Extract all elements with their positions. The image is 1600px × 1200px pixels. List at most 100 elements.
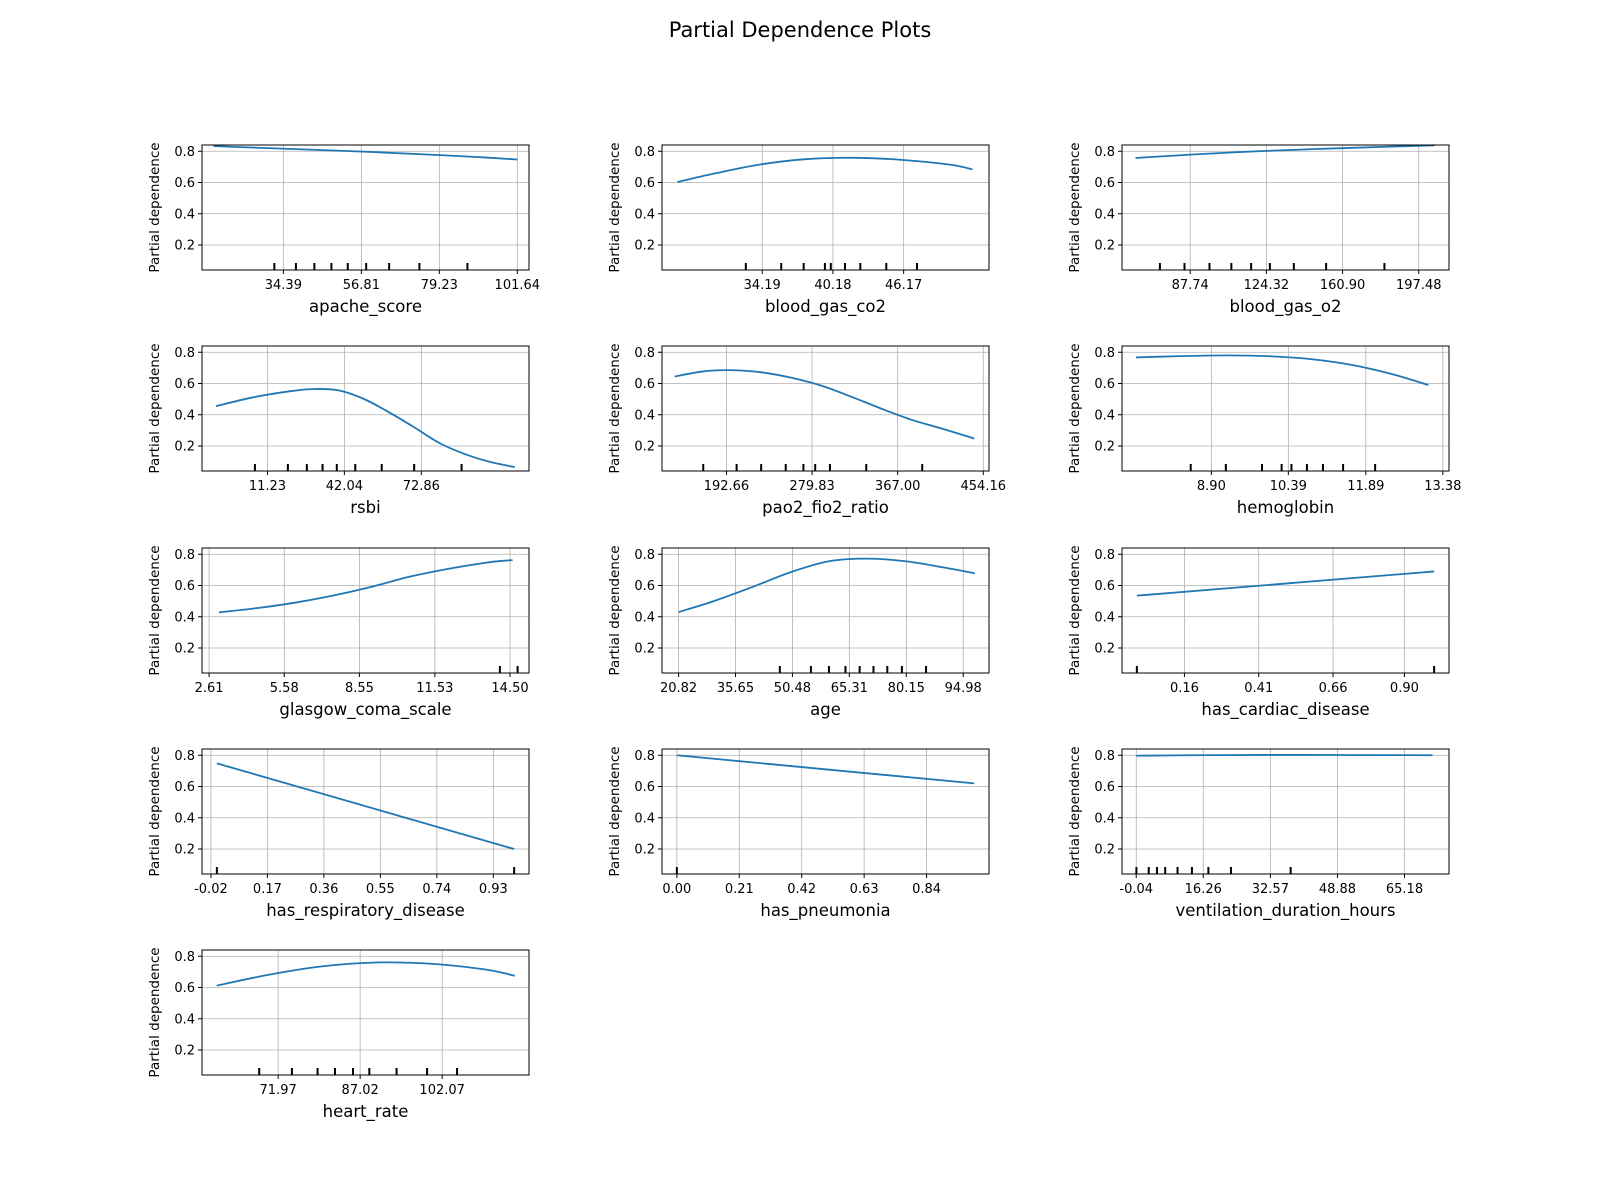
y-axis-label: Partial dependence xyxy=(1067,142,1083,272)
y-tick-label: 0.4 xyxy=(1094,207,1115,222)
y-axis-label: Partial dependence xyxy=(147,545,163,675)
subplot-glasgow_coma_scale: 0.2 0.4 0.6 0.8 2.61 5.58 8.55 11.53 14.50 glasgo… xyxy=(147,545,530,720)
x-tick-label: 8.55 xyxy=(345,681,374,696)
pd-line-age xyxy=(678,557,975,613)
y-tick-label: 0.4 xyxy=(174,207,195,222)
axes-frame xyxy=(201,949,530,1076)
x-tick-label: 87.02 xyxy=(342,1083,379,1098)
x-tick-label: 11.53 xyxy=(416,681,453,696)
x-axis-label: heart_rate xyxy=(323,1102,409,1122)
y-tick-label: 0.2 xyxy=(1094,239,1115,254)
x-axis-label: apache_score xyxy=(309,297,422,317)
x-tick-label: 0.74 xyxy=(422,882,451,897)
figure-title: Partial Dependence Plots xyxy=(668,18,932,42)
x-tick-label: 101.64 xyxy=(495,278,541,293)
subplot-blood_gas_o2: 0.2 0.4 0.6 0.8 87.74 124.32 160.90 197.48 blood… xyxy=(1067,142,1450,317)
y-tick-label: 0.2 xyxy=(634,642,655,657)
subplot-blood_gas_co2: 0.2 0.4 0.6 0.8 34.19 40.18 46.17 blood_gas_co2… xyxy=(607,142,990,317)
y-axis-label: Partial dependence xyxy=(147,746,163,876)
y-tick-label: 0.4 xyxy=(1094,811,1115,826)
subplot-pao2_fio2_ratio: 0.2 0.4 0.6 0.8 192.66 279.83 367.00 454.16 pao2… xyxy=(607,343,1006,518)
x-tick-label: 192.66 xyxy=(704,479,750,494)
x-tick-label: 124.32 xyxy=(1244,278,1290,293)
axes-frame xyxy=(201,144,530,271)
x-tick-label: 35.65 xyxy=(717,681,754,696)
x-axis-label: age xyxy=(810,700,841,719)
pd-line-blood_gas_o2 xyxy=(1135,144,1435,159)
x-tick-label: 0.21 xyxy=(725,882,754,897)
subplot-rsbi: 0.2 0.4 0.6 0.8 11.23 42.04 72.86 rsbi Partial d… xyxy=(147,343,530,517)
x-tick-label: 197.48 xyxy=(1396,278,1442,293)
x-tick-label: 42.04 xyxy=(326,479,363,494)
y-tick-label: 0.2 xyxy=(174,843,195,858)
x-tick-label: 0.17 xyxy=(253,882,282,897)
subplot-heart_rate: 0.2 0.4 0.6 0.8 71.97 87.02 102.07 heart_rate Pa… xyxy=(147,947,530,1122)
y-tick-label: 0.8 xyxy=(634,548,655,563)
y-axis-label: Partial dependence xyxy=(147,142,163,272)
y-axis-label: Partial dependence xyxy=(147,947,163,1077)
x-tick-label: 80.15 xyxy=(888,681,925,696)
x-tick-label: 65.18 xyxy=(1386,882,1423,897)
y-tick-label: 0.4 xyxy=(634,207,655,222)
x-tick-label: 0.84 xyxy=(912,882,941,897)
y-tick-label: 0.8 xyxy=(1094,548,1115,563)
x-tick-label: 0.16 xyxy=(1170,681,1199,696)
x-tick-label: 0.41 xyxy=(1244,681,1273,696)
pd-line-has_pneumonia xyxy=(676,754,975,785)
axes-frame xyxy=(1121,547,1450,674)
pd-line-has_respiratory_disease xyxy=(216,762,515,850)
y-tick-label: 0.2 xyxy=(174,440,195,455)
x-tick-label: 71.97 xyxy=(260,1083,297,1098)
x-tick-label: 48.88 xyxy=(1319,882,1356,897)
y-tick-label: 0.6 xyxy=(634,176,655,191)
y-tick-label: 0.2 xyxy=(1094,642,1115,657)
x-axis-label: glasgow_coma_scale xyxy=(279,700,451,720)
x-axis-label: pao2_fio2_ratio xyxy=(762,498,889,518)
y-axis-label: Partial dependence xyxy=(1067,343,1083,473)
x-tick-label: 454.16 xyxy=(961,479,1007,494)
y-axis-label: Partial dependence xyxy=(1067,746,1083,876)
y-tick-label: 0.8 xyxy=(634,145,655,160)
y-tick-label: 0.2 xyxy=(1094,843,1115,858)
pd-line-pao2_fio2_ratio xyxy=(674,369,975,440)
x-tick-label: 65.31 xyxy=(831,681,868,696)
pd-line-has_cardiac_disease xyxy=(1136,570,1435,597)
x-tick-label: 11.89 xyxy=(1347,479,1384,494)
x-axis-label: has_respiratory_disease xyxy=(266,901,465,921)
x-tick-label: 72.86 xyxy=(403,479,440,494)
x-tick-label: 0.90 xyxy=(1390,681,1419,696)
subplot-apache_score: 0.2 0.4 0.6 0.8 34.39 56.81 79.23 101.64 apache_… xyxy=(147,142,540,317)
y-axis-label: Partial dependence xyxy=(147,343,163,473)
y-tick-label: 0.6 xyxy=(1094,176,1115,191)
subplot-age: 0.2 0.4 0.6 0.8 20.82 35.65 50.48 65.31 80.15 94.… xyxy=(607,545,990,719)
subplot-has_cardiac_disease: 0.2 0.4 0.6 0.8 0.16 0.41 0.66 0.90 has_cardiac_… xyxy=(1067,545,1450,720)
x-tick-label: 10.39 xyxy=(1270,479,1307,494)
x-tick-label: 56.81 xyxy=(343,278,380,293)
axes-frame xyxy=(1121,144,1450,271)
axes-frame xyxy=(661,144,990,271)
x-tick-label: 0.00 xyxy=(662,882,691,897)
x-tick-label: 0.55 xyxy=(366,882,395,897)
y-tick-label: 0.4 xyxy=(174,408,195,423)
y-tick-label: 0.8 xyxy=(634,749,655,764)
y-tick-label: 0.4 xyxy=(174,1012,195,1027)
y-tick-label: 0.2 xyxy=(174,642,195,657)
x-tick-label: 13.38 xyxy=(1424,479,1461,494)
x-tick-label: 102.07 xyxy=(419,1083,465,1098)
pd-line-blood_gas_co2 xyxy=(677,156,973,183)
pd-line-ventilation_duration_hours xyxy=(1136,754,1433,757)
y-tick-label: 0.8 xyxy=(1094,749,1115,764)
pd-line-rsbi xyxy=(215,388,515,468)
y-tick-label: 0.6 xyxy=(174,377,195,392)
x-tick-label: 87.74 xyxy=(1172,278,1209,293)
y-tick-label: 0.8 xyxy=(174,145,195,160)
y-tick-label: 0.6 xyxy=(174,780,195,795)
pd-line-glasgow_coma_scale xyxy=(218,559,513,614)
y-tick-label: 0.6 xyxy=(1094,377,1115,392)
x-tick-label: 94.98 xyxy=(945,681,982,696)
x-tick-label: -0.04 xyxy=(1119,882,1153,897)
x-axis-label: has_cardiac_disease xyxy=(1201,700,1369,720)
y-tick-label: 0.6 xyxy=(1094,780,1115,795)
x-tick-label: 40.18 xyxy=(814,278,851,293)
